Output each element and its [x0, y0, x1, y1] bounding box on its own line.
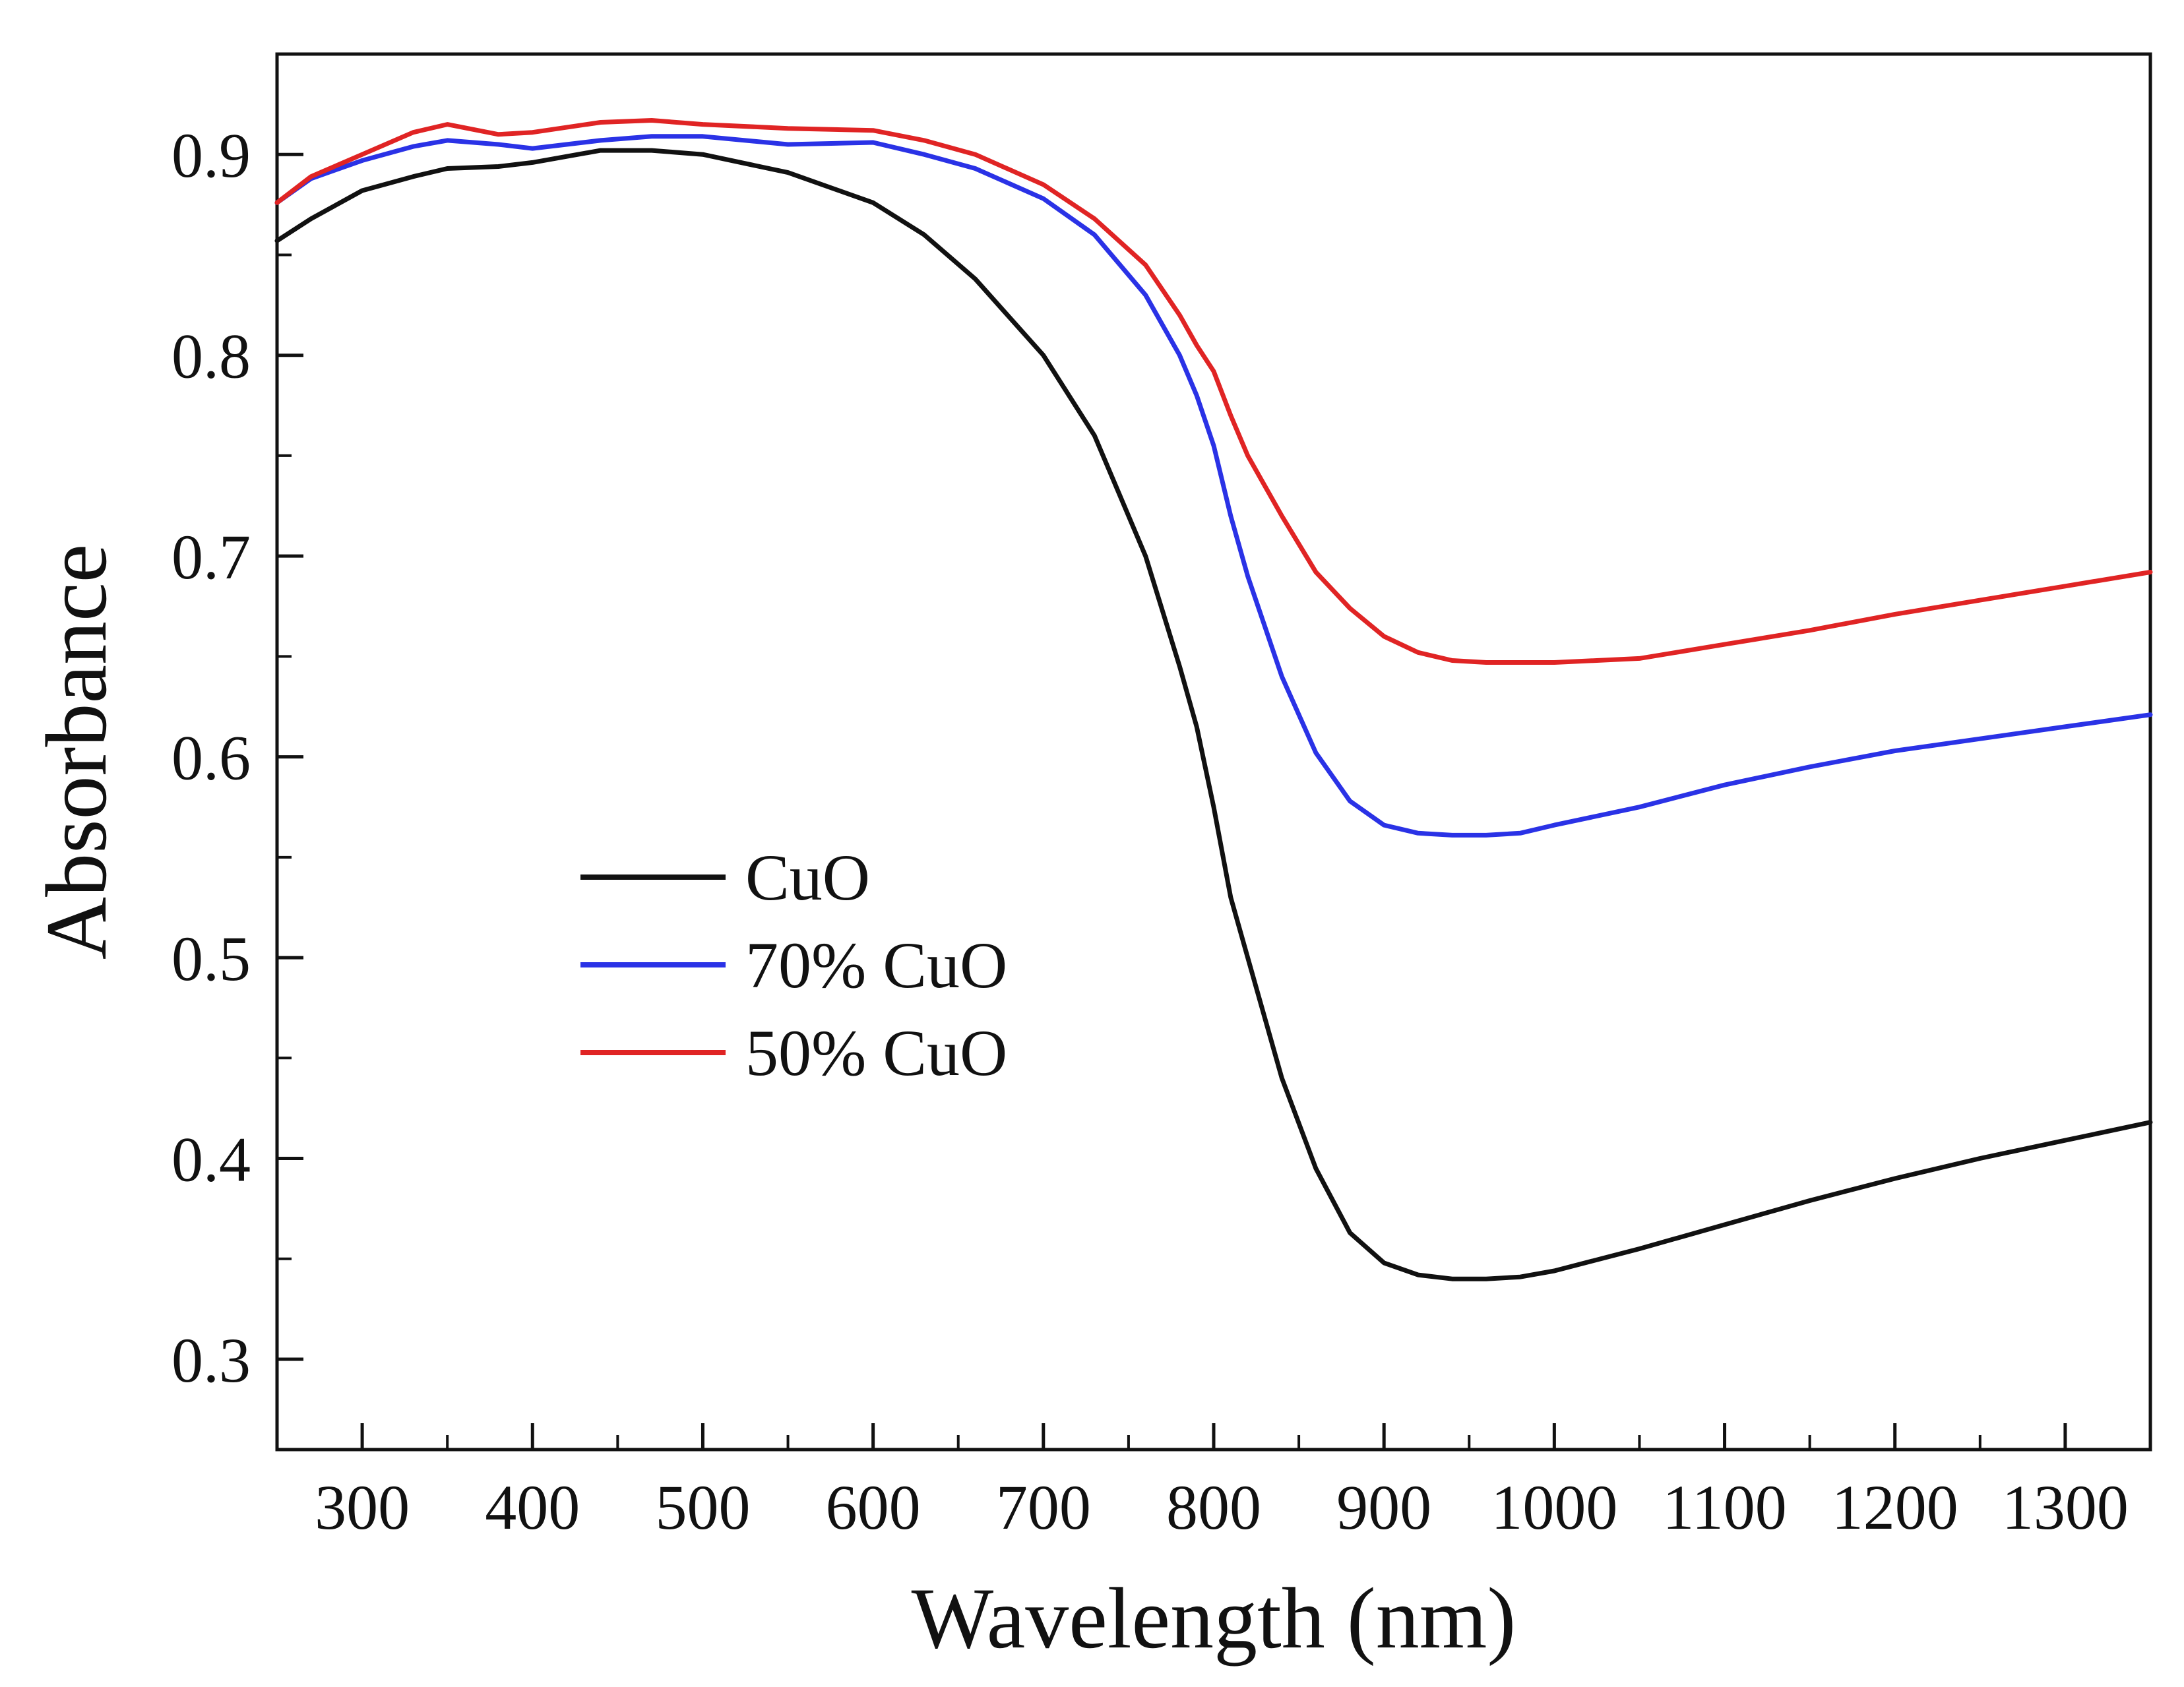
x-tick-label: 600: [826, 1472, 921, 1543]
y-tick-label: 0.8: [172, 321, 251, 392]
y-tick-label: 0.4: [172, 1124, 251, 1195]
x-axis-title: Wavelength (nm): [912, 1570, 1516, 1667]
y-tick-label: 0.7: [172, 522, 251, 592]
series-layer: [274, 118, 2153, 1281]
x-tick-label: 700: [996, 1472, 1091, 1543]
y-axis-title: Absorbance: [28, 544, 125, 960]
series-line-1: [274, 134, 2153, 838]
x-tick-label: 1000: [1491, 1472, 1617, 1543]
x-tick-label: 1300: [2002, 1472, 2129, 1543]
x-tick-label: 500: [655, 1472, 750, 1543]
plot-frame: [275, 52, 2152, 1452]
y-tick-label: 0.5: [172, 923, 251, 994]
y-tick-label: 0.9: [172, 120, 251, 191]
y-tick-label: 0.6: [172, 723, 251, 793]
x-tick-label: 1200: [1832, 1472, 1958, 1543]
x-tick-label: 400: [485, 1472, 580, 1543]
legend-label-2: 50% CuO: [745, 1016, 1007, 1089]
series-line-0: [274, 148, 2153, 1281]
x-axis-ticks: 300 400 500 600 700 800 900 1000 1100 1200 1300: [315, 1423, 2129, 1543]
x-tick-label: 300: [315, 1472, 410, 1543]
y-axis-ticks: 0.3 0.4 0.5 0.6 0.7 0.8 0.9: [172, 120, 303, 1396]
x-tick-label: 1100: [1662, 1472, 1786, 1543]
x-tick-label: 900: [1336, 1472, 1431, 1543]
y-tick-label: 0.3: [172, 1325, 251, 1396]
legend-label-1: 70% CuO: [745, 929, 1007, 1002]
series-line-2: [274, 118, 2153, 665]
legend: CuO 70% CuO 50% CuO: [580, 841, 1007, 1089]
x-tick-label: 800: [1166, 1472, 1261, 1543]
legend-label-0: CuO: [745, 841, 870, 914]
